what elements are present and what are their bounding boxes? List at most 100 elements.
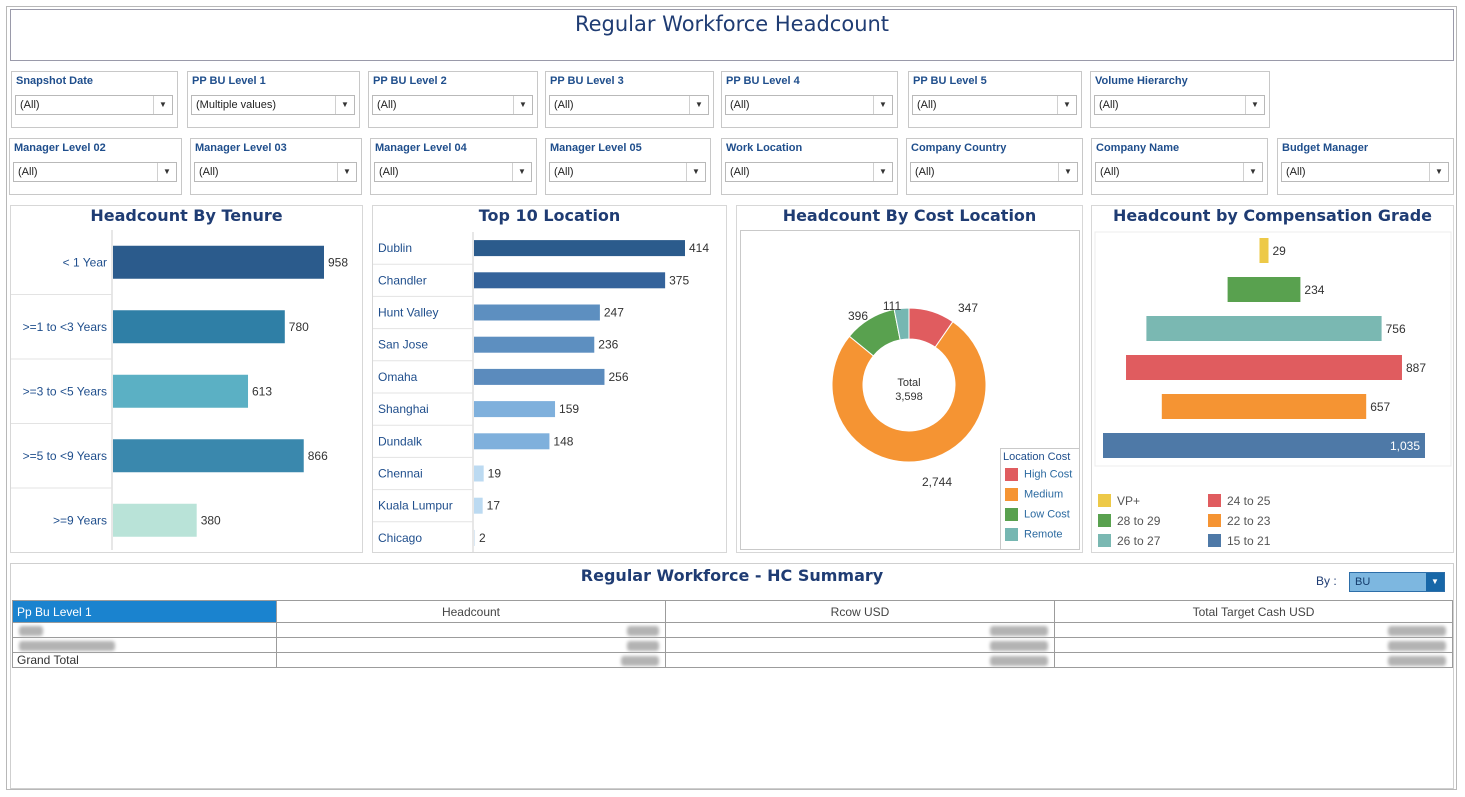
category-label: < 1 Year: [63, 255, 107, 269]
bar-hunt-valley[interactable]: [474, 304, 600, 321]
slice-medium[interactable]: [831, 321, 987, 463]
filter-dropdown[interactable]: (All) ▼: [912, 95, 1077, 115]
data-label: 414: [689, 241, 709, 255]
legend-label-26-to-27[interactable]: 26 to 27: [1117, 534, 1161, 548]
column-header-rcow-usd[interactable]: Rcow USD: [665, 600, 1055, 623]
bar-shanghai[interactable]: [474, 401, 556, 418]
bar-1-year[interactable]: [113, 245, 324, 279]
filter-dropdown[interactable]: (All) ▼: [549, 95, 709, 115]
chevron-down-icon[interactable]: ▼: [689, 96, 708, 114]
legend-label-22-to-23[interactable]: 22 to 23: [1227, 514, 1271, 528]
tenure-chart: < 1 Year 958 >=1 to <3 Years 780 >=3 to <5 Y…: [11, 230, 348, 550]
filter-dropdown[interactable]: (All) ▼: [725, 162, 893, 182]
bar-kuala-lumpur[interactable]: [474, 497, 483, 514]
filter-value: (All): [730, 166, 750, 178]
grade-chart-title: Headcount by Compensation Grade: [1112, 206, 1433, 225]
filter-dropdown[interactable]: (Multiple values) ▼: [191, 95, 355, 115]
legend-item-high-cost[interactable]: High Cost: [1005, 468, 1072, 481]
filter-dropdown[interactable]: (All) ▼: [374, 162, 532, 182]
bar-san-jose[interactable]: [474, 336, 595, 353]
filter-label: PP BU Level 3: [550, 75, 624, 87]
chevron-down-icon[interactable]: ▼: [1429, 163, 1448, 181]
filter-dropdown[interactable]: (All) ▼: [1094, 95, 1265, 115]
data-label: 396: [848, 309, 868, 323]
by-dropdown[interactable]: BU ▼: [1349, 572, 1445, 592]
by-dropdown-value: BU: [1355, 576, 1371, 588]
bar-grade-26-to-27[interactable]: [1146, 316, 1382, 341]
summary-title: Regular Workforce - HC Summary: [580, 566, 884, 585]
chevron-down-icon[interactable]: ▼: [1058, 163, 1077, 181]
filter-dropdown[interactable]: (All) ▼: [372, 95, 533, 115]
filter-value: (All): [1099, 99, 1119, 111]
chevron-down-icon[interactable]: ▼: [1057, 96, 1076, 114]
chevron-down-icon[interactable]: ▼: [1243, 163, 1262, 181]
filter-value: (All): [554, 166, 574, 178]
filter-dropdown[interactable]: (All) ▼: [194, 162, 357, 182]
filter-value: (All): [199, 166, 219, 178]
chevron-down-icon[interactable]: ▼: [686, 163, 705, 181]
data-label: 19: [488, 467, 502, 481]
legend-label-28-to-29[interactable]: 28 to 29: [1117, 514, 1161, 528]
filter-dropdown[interactable]: (All) ▼: [1281, 162, 1449, 182]
redacted-cell: [1054, 622, 1453, 638]
bar-3-to-5-years[interactable]: [113, 374, 249, 408]
bar-grade-vp[interactable]: [1259, 238, 1269, 263]
chevron-down-icon[interactable]: ▼: [873, 163, 892, 181]
slice-remote[interactable]: [893, 307, 910, 341]
column-header-headcount[interactable]: Headcount: [276, 600, 666, 623]
filter-dropdown[interactable]: (All) ▼: [15, 95, 173, 115]
filter-value: (All): [554, 99, 574, 111]
legend-label-15-to-21[interactable]: 15 to 21: [1227, 534, 1271, 548]
bar-grade-22-to-23[interactable]: [1161, 394, 1367, 419]
filter-manager-level-02: Manager Level 02 (All) ▼: [9, 138, 182, 195]
data-label: 780: [289, 320, 309, 334]
chevron-down-icon[interactable]: ▼: [157, 163, 176, 181]
column-header-pp-bu-level-1[interactable]: Pp Bu Level 1: [12, 600, 277, 623]
bar-dublin[interactable]: [474, 240, 685, 257]
legend-label-24-to-25[interactable]: 24 to 25: [1227, 494, 1271, 508]
chevron-down-icon[interactable]: ▼: [512, 163, 531, 181]
chevron-down-icon[interactable]: ▼: [153, 96, 172, 114]
filter-dropdown[interactable]: (All) ▼: [725, 95, 893, 115]
bar-omaha[interactable]: [474, 368, 605, 385]
data-label: 887: [1406, 361, 1426, 375]
filter-value: (All): [917, 99, 937, 111]
legend-item-medium[interactable]: Medium: [1005, 488, 1063, 501]
chevron-down-icon[interactable]: ▼: [335, 96, 354, 114]
filter-dropdown[interactable]: (All) ▼: [549, 162, 706, 182]
filter-dropdown[interactable]: (All) ▼: [910, 162, 1078, 182]
chevron-down-icon[interactable]: ▼: [873, 96, 892, 114]
chevron-down-icon[interactable]: ▼: [1426, 573, 1444, 591]
legend-label-vp[interactable]: VP+: [1117, 494, 1140, 508]
chevron-down-icon[interactable]: ▼: [513, 96, 532, 114]
table-row[interactable]: [12, 637, 1453, 653]
bar-grade-28-to-29[interactable]: [1227, 277, 1301, 302]
data-label: 866: [308, 449, 328, 463]
filter-dropdown[interactable]: (All) ▼: [13, 162, 177, 182]
column-header-total-target-cash-usd[interactable]: Total Target Cash USD: [1054, 600, 1453, 623]
bar-chandler[interactable]: [474, 272, 666, 289]
filter-pp-bu-level-2: PP BU Level 2 (All) ▼: [368, 71, 538, 128]
bar-chennai[interactable]: [474, 465, 484, 482]
grade-plot-area: [1094, 231, 1452, 467]
redacted-cell: [1054, 637, 1453, 653]
tenure-chart-title: Headcount By Tenure: [90, 206, 283, 225]
filter-dropdown[interactable]: (All) ▼: [1095, 162, 1263, 182]
grand-total-row[interactable]: Grand Total: [12, 652, 1453, 668]
bar-1-to-3-years[interactable]: [113, 310, 285, 344]
bar-grade-15-to-21[interactable]: [1103, 433, 1425, 458]
chevron-down-icon[interactable]: ▼: [1245, 96, 1264, 114]
bar-9-years[interactable]: [113, 503, 197, 537]
legend-item-low-cost[interactable]: Low Cost: [1005, 508, 1070, 521]
legend-item-remote[interactable]: Remote: [1005, 528, 1063, 541]
bar-grade-24-to-25[interactable]: [1126, 355, 1402, 380]
category-label: San Jose: [378, 338, 428, 352]
table-row[interactable]: [12, 622, 1453, 638]
bar-5-to-9-years[interactable]: [113, 439, 304, 473]
legend-swatch: [1208, 534, 1221, 547]
data-label: 29: [1273, 244, 1287, 258]
legend-swatch: [1005, 468, 1018, 481]
bar-chicago[interactable]: [474, 529, 476, 546]
bar-dundalk[interactable]: [474, 433, 550, 450]
chevron-down-icon[interactable]: ▼: [337, 163, 356, 181]
